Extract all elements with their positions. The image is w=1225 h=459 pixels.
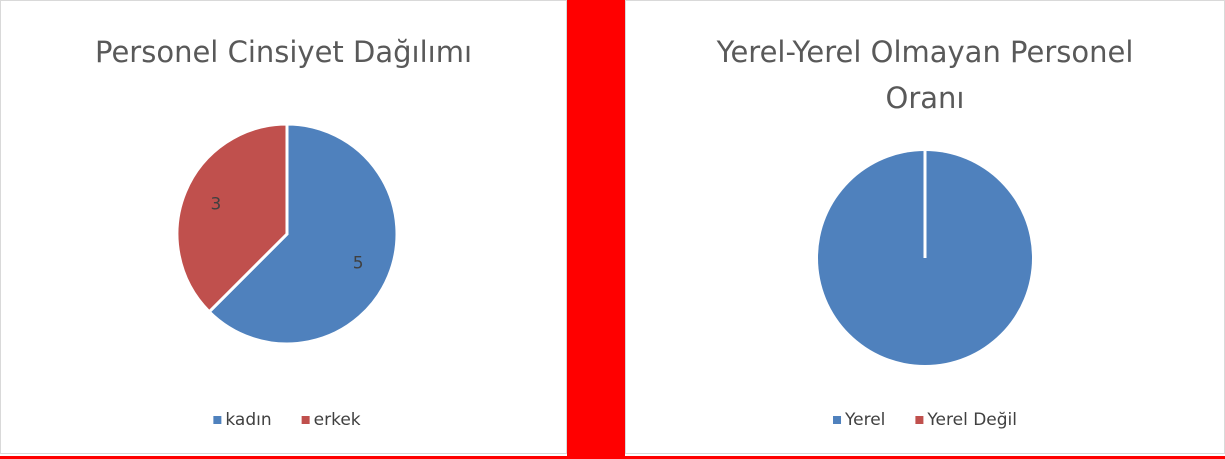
legend-label: Yerel [844, 410, 885, 430]
pie-slice [175, 122, 289, 314]
chart: Yerel Yerel Değil [818, 151, 1032, 430]
legend-label: kadın [225, 410, 271, 430]
legend-swatch [833, 416, 842, 424]
legend: Yerel Yerel Değil [833, 410, 1017, 430]
legend-swatch [301, 416, 310, 424]
bottom-line [0, 456, 1225, 459]
chart-panel: Yerel-Yerel Olmayan Personel Oranı Yerel… [625, 0, 1225, 454]
data-label: 5 [353, 253, 364, 273]
data-label: 3 [210, 195, 221, 215]
legend-swatch [915, 416, 924, 424]
pie-slice [207, 122, 399, 346]
chart-panel: Personel Cinsiyet Dağılımı 5 3 kadın erkek [0, 0, 567, 454]
chart: 5 3 kadın erkek [175, 122, 399, 430]
separator [567, 0, 625, 459]
legend-label: Yerel Değil [926, 410, 1017, 430]
legend-label: erkek [314, 410, 361, 430]
chart-title: Personel Cinsiyet Dağılımı [95, 35, 472, 69]
legend-swatch [213, 416, 222, 424]
chart-title: Yerel-Yerel Olmayan Personel Oranı [716, 35, 1134, 115]
legend: kadın erkek [213, 410, 361, 430]
